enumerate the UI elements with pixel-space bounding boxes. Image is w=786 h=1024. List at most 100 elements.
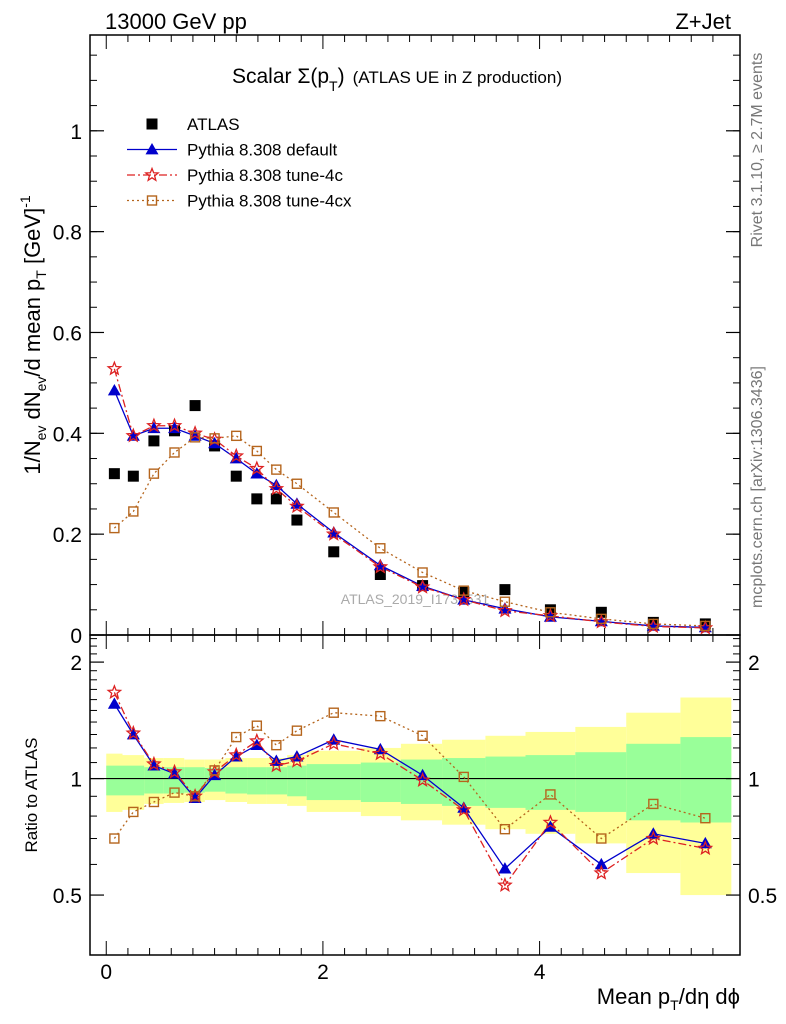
ratio-point — [543, 820, 557, 832]
ratio-point — [697, 840, 714, 856]
ratio-point — [229, 750, 243, 762]
main-point — [291, 514, 303, 526]
main-point — [107, 383, 121, 396]
ratio-uncertainty-bands — [90, 697, 740, 896]
ratio-point — [106, 684, 123, 700]
main-point — [328, 546, 340, 558]
ratio-point — [455, 801, 472, 817]
green-band-bin — [225, 767, 248, 794]
green-band-bin — [680, 737, 732, 823]
xtick-label: 2 — [317, 961, 329, 984]
main-point — [127, 470, 139, 482]
main-point — [289, 498, 305, 514]
ratio-point — [325, 735, 342, 751]
ratio-point — [126, 727, 140, 740]
main-point — [291, 478, 303, 489]
main-point — [270, 493, 282, 505]
xtick-label: 4 — [534, 961, 546, 984]
ratio-point — [107, 697, 121, 709]
main-ytick-label: 0.8 — [53, 222, 82, 245]
main-point — [325, 525, 342, 541]
main-point — [595, 606, 607, 618]
header-left: 13000 GeV pp — [105, 9, 247, 34]
main-point — [187, 425, 203, 441]
ratio-point — [166, 763, 183, 779]
ratio-axes: 0.5 0.5 1 1 2 2 0 2 4 — [53, 635, 777, 984]
main-point — [125, 427, 142, 443]
ratio-point — [125, 724, 142, 740]
ratio-point — [189, 791, 201, 802]
ratio-panel-frame — [89, 634, 741, 956]
ratio-point — [271, 739, 282, 751]
green-band-bin — [144, 767, 164, 794]
main-ytick-label: 0 — [70, 625, 82, 648]
ratio-ytick-label: 0.5 — [53, 885, 82, 908]
ratio-point — [648, 798, 659, 810]
main-point — [499, 584, 511, 596]
ratio-point — [499, 823, 511, 835]
main-point — [268, 480, 285, 496]
green-band-bin — [306, 764, 361, 801]
main-point — [417, 567, 428, 578]
main-ytick-label: 0.4 — [53, 423, 83, 446]
legend-marker — [146, 195, 158, 206]
main-point — [148, 468, 160, 479]
ratio-point — [498, 862, 512, 874]
main-point — [271, 464, 282, 475]
main-point — [128, 506, 139, 517]
main-point — [251, 493, 263, 505]
ratio-point — [417, 730, 428, 741]
main-point — [372, 558, 389, 574]
main-point — [166, 417, 183, 433]
green-band-bin — [266, 767, 288, 795]
legend-marker — [145, 143, 159, 155]
plot-title-sub: T — [329, 78, 338, 94]
plot-title-tail: (ATLAS UE in Z production) — [353, 68, 562, 87]
ratio-point — [497, 876, 513, 892]
main-ytick-label: 1 — [70, 121, 82, 144]
header-right: Z+Jet — [675, 9, 731, 34]
main-point — [596, 613, 607, 625]
main-point — [455, 591, 472, 607]
ratio-point — [128, 806, 139, 818]
main-point — [269, 478, 283, 491]
main-ytick-label: 0.2 — [53, 524, 82, 547]
ratio-point — [146, 755, 162, 771]
green-band-bin — [485, 756, 526, 808]
main-series-line — [113, 368, 706, 629]
ratio-point — [594, 857, 608, 870]
legend-marker — [144, 166, 160, 182]
watermark: ATLAS_2019_I1736531 — [341, 591, 490, 607]
main-point — [189, 400, 201, 412]
main-point — [108, 468, 120, 480]
ratio-point — [231, 731, 242, 743]
ratio-point — [328, 707, 339, 718]
main-point — [109, 522, 120, 534]
ratio-ytick-label-right: 1 — [748, 769, 760, 792]
plot-title: Scalar Σ(pT) (ATLAS UE in Z production) — [232, 65, 562, 94]
mcplots-label: mcplots.cern.ch [arXiv:1306.3436] — [749, 366, 766, 608]
main-point — [545, 607, 556, 618]
legend: ATLAS Pythia 8.308 default Pythia 8.308 tu… — [127, 115, 352, 211]
green-band-bin — [575, 752, 627, 812]
ratio-point — [375, 710, 386, 722]
main-point — [251, 445, 263, 457]
main-point — [228, 447, 245, 463]
ratio-point — [209, 765, 220, 776]
ratio-point — [700, 812, 711, 824]
main-point — [328, 507, 339, 518]
main-point — [497, 602, 513, 618]
plot-title-close: ) — [338, 65, 345, 88]
ylabel-main: 1/Nev dNev/d mean pT [GeV]-1 — [17, 195, 49, 475]
legend-label: ATLAS — [187, 115, 240, 134]
ratio-point — [458, 771, 469, 783]
ratio-point — [289, 752, 305, 768]
green-band-bin — [626, 743, 681, 821]
ratio-series — [106, 684, 714, 892]
ratio-point — [169, 787, 180, 798]
main-point — [209, 433, 220, 444]
legend-label: Pythia 8.308 default — [187, 141, 338, 160]
main-series — [106, 360, 714, 635]
ratio-point — [596, 833, 607, 844]
ratio-point — [542, 814, 559, 830]
